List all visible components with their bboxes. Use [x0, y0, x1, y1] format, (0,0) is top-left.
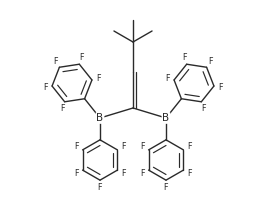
Text: F: F [74, 169, 79, 178]
Text: F: F [165, 74, 169, 83]
Text: F: F [53, 57, 57, 66]
Text: F: F [121, 169, 126, 178]
Text: F: F [121, 142, 126, 151]
Text: F: F [74, 142, 79, 151]
Text: B: B [162, 113, 169, 123]
Text: F: F [43, 83, 48, 92]
Text: F: F [80, 53, 84, 62]
Text: F: F [182, 53, 186, 62]
Text: F: F [187, 142, 192, 151]
Text: F: F [219, 83, 223, 92]
Text: F: F [140, 142, 145, 151]
Text: B: B [96, 113, 103, 123]
Text: F: F [202, 104, 206, 113]
Text: F: F [164, 183, 168, 192]
Text: F: F [98, 183, 102, 192]
Text: F: F [140, 169, 145, 178]
Text: F: F [60, 104, 64, 113]
Text: F: F [187, 169, 192, 178]
Text: F: F [209, 57, 213, 66]
Text: F: F [97, 74, 101, 83]
